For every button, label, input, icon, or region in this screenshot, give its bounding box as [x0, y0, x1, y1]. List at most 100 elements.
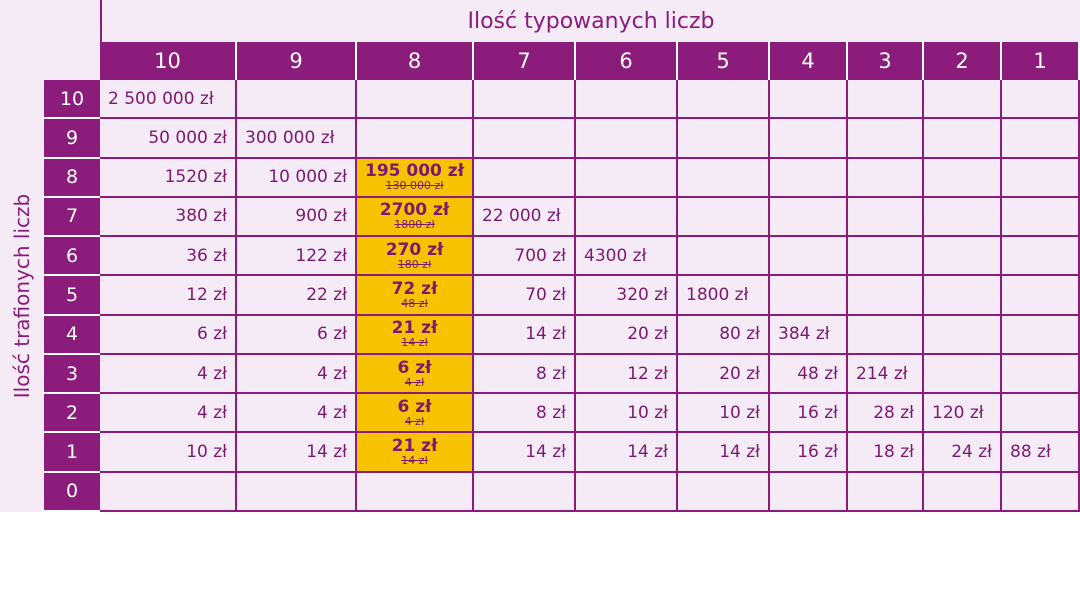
- empty-cell: [474, 158, 576, 198]
- prize-cell: 4 zł: [237, 354, 357, 395]
- empty-cell: [1002, 80, 1080, 120]
- prize-cell: 28 zł: [848, 394, 924, 434]
- empty-cell: [576, 197, 678, 238]
- highlighted-cell: 270 zł 180 zł: [357, 237, 474, 277]
- prize-cell: 320 zł: [576, 276, 678, 316]
- prize-cell: 2 500 000 zł: [100, 80, 237, 120]
- column-header: 7: [474, 42, 576, 80]
- old-prize: 14 zł: [401, 336, 428, 350]
- side-label-box: Ilość trafionych liczb: [0, 80, 44, 512]
- highlighted-cell: 72 zł 48 zł: [357, 276, 474, 316]
- prize-cell: 300 000 zł: [237, 119, 357, 159]
- column-header: 3: [848, 42, 924, 80]
- empty-cell: [474, 80, 576, 120]
- new-prize: 21 zł: [391, 318, 438, 339]
- empty-cell: [770, 158, 848, 198]
- empty-cell: [357, 472, 474, 512]
- row-header: 8: [44, 158, 100, 198]
- prize-cell: 122 zł: [237, 237, 357, 277]
- empty-cell: [924, 472, 1002, 512]
- prize-cell: 1520 zł: [100, 158, 237, 198]
- prize-cell: 12 zł: [100, 276, 237, 316]
- new-prize: 2700 zł: [379, 200, 450, 221]
- column-header: 9: [237, 42, 357, 80]
- prize-cell: 22 000 zł: [474, 197, 576, 238]
- prize-cell: 10 zł: [678, 394, 770, 434]
- prize-cell: 700 zł: [474, 237, 576, 277]
- empty-cell: [924, 158, 1002, 198]
- empty-cell: [1002, 158, 1080, 198]
- empty-cell: [1002, 315, 1080, 355]
- new-prize: 195 000 zł: [365, 161, 465, 182]
- empty-cell: [770, 237, 848, 277]
- prize-cell: 380 zł: [100, 197, 237, 238]
- empty-cell: [357, 80, 474, 120]
- old-prize: 4 zł: [404, 414, 425, 428]
- prize-cell: 14 zł: [474, 433, 576, 473]
- prize-cell: 14 zł: [576, 433, 678, 473]
- empty-cell: [848, 197, 924, 238]
- row-header: 10: [44, 80, 100, 120]
- prize-cell: 4300 zł: [576, 237, 678, 277]
- prize-cell: 18 zł: [848, 433, 924, 473]
- empty-cell: [474, 119, 576, 159]
- empty-cell: [848, 158, 924, 198]
- empty-cell: [1002, 119, 1080, 159]
- prize-cell: 16 zł: [770, 394, 848, 434]
- empty-cell: [848, 119, 924, 159]
- prize-cell: 4 zł: [237, 394, 357, 434]
- prize-cell: 16 zł: [770, 433, 848, 473]
- highlighted-cell: 21 zł 14 zł: [357, 315, 474, 355]
- row-header: 5: [44, 276, 100, 316]
- empty-cell: [100, 472, 237, 512]
- empty-cell: [924, 80, 1002, 120]
- prize-cell: 4 zł: [100, 394, 237, 434]
- empty-cell: [1002, 237, 1080, 277]
- prize-cell: 1800 zł: [678, 276, 770, 316]
- row-header: 1: [44, 433, 100, 473]
- new-prize: 6 zł: [397, 357, 432, 378]
- highlighted-cell: 6 zł 4 zł: [357, 354, 474, 395]
- empty-cell: [237, 80, 357, 120]
- prize-cell: 120 zł: [924, 394, 1002, 434]
- prize-cell: 10 000 zł: [237, 158, 357, 198]
- prize-cell: 22 zł: [237, 276, 357, 316]
- prize-cell: 80 zł: [678, 315, 770, 355]
- prize-cell: 10 zł: [100, 433, 237, 473]
- empty-cell: [924, 119, 1002, 159]
- empty-cell: [576, 119, 678, 159]
- table-title: Ilość typowanych liczb: [100, 0, 1080, 42]
- prize-cell: 70 zł: [474, 276, 576, 316]
- prize-cell: 14 zł: [678, 433, 770, 473]
- prize-cell: 12 zł: [576, 354, 678, 395]
- row-header: 7: [44, 197, 100, 238]
- prize-cell: 88 zł: [1002, 433, 1080, 473]
- empty-cell: [474, 472, 576, 512]
- empty-cell: [770, 80, 848, 120]
- row-header: 9: [44, 119, 100, 159]
- prize-cell: 900 zł: [237, 197, 357, 238]
- prize-cell: 50 000 zł: [100, 119, 237, 159]
- empty-cell: [678, 197, 770, 238]
- empty-cell: [678, 158, 770, 198]
- prize-cell: 24 zł: [924, 433, 1002, 473]
- empty-cell: [924, 197, 1002, 238]
- empty-cell: [770, 276, 848, 316]
- empty-cell: [848, 80, 924, 120]
- empty-cell: [678, 119, 770, 159]
- empty-cell: [1002, 472, 1080, 512]
- empty-cell: [770, 119, 848, 159]
- column-header: 2: [924, 42, 1002, 80]
- empty-cell: [678, 80, 770, 120]
- column-header: 5: [678, 42, 770, 80]
- empty-cell: [924, 315, 1002, 355]
- empty-cell: [770, 472, 848, 512]
- row-header: 2: [44, 394, 100, 434]
- empty-cell: [1002, 276, 1080, 316]
- empty-cell: [678, 472, 770, 512]
- prize-cell: 10 zł: [576, 394, 678, 434]
- prize-cell: 4 zł: [100, 354, 237, 395]
- row-header: 0: [44, 472, 100, 512]
- highlighted-cell: 195 000 zł 130 000 zł: [357, 158, 474, 198]
- column-header: 6: [576, 42, 678, 80]
